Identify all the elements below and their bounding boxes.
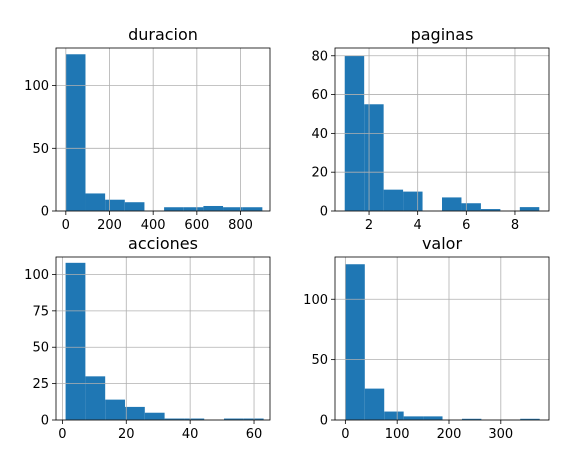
histogram-bar	[364, 104, 384, 211]
y-tick-label: 0	[320, 205, 328, 220]
histogram-bar	[423, 416, 443, 420]
histogram-bar	[461, 203, 481, 211]
x-tick-label: 20	[118, 427, 135, 442]
histogram-bar	[442, 197, 462, 211]
histogram-bar	[403, 191, 423, 211]
histogram-bar	[461, 418, 482, 420]
histogram-bar	[364, 388, 385, 420]
x-tick-label: 200	[97, 218, 122, 233]
histogram-bar	[480, 209, 501, 211]
histogram-bar	[184, 418, 205, 420]
histogram-bar	[520, 418, 540, 420]
x-tick-label: 6	[462, 218, 470, 233]
x-tick-label: 2	[365, 218, 373, 233]
histogram-bar	[105, 399, 125, 420]
x-tick-label: 100	[385, 427, 410, 442]
axes-frame	[55, 256, 271, 421]
x-tick-label: 0	[62, 218, 70, 233]
subplot-acciones: 0 20 40 60 0 25 50 75 100 acciones	[24, 234, 271, 442]
x-tick-label: 400	[141, 218, 166, 233]
histogram-bar	[403, 416, 424, 420]
histogram-bar	[383, 189, 404, 211]
subplot-title: paginas	[411, 25, 474, 44]
subplot-duracion: 0 200 400 600 800 0 50 100 duracion	[24, 25, 271, 233]
histogram-bar	[345, 264, 365, 420]
y-tick-label: 100	[24, 268, 49, 283]
y-tick-label: 60	[311, 88, 328, 103]
y-tick-label: 50	[311, 353, 328, 368]
subplot-title: duracion	[128, 25, 198, 44]
y-tick-label: 20	[311, 166, 328, 181]
y-tick-label: 100	[303, 293, 328, 308]
y-tick-label: 0	[41, 414, 49, 429]
y-tick-label: 25	[32, 377, 49, 392]
subplot-title: valor	[422, 234, 463, 253]
histogram-bar	[519, 207, 540, 211]
axes-frame	[334, 256, 550, 421]
x-tick-label: 0	[341, 427, 349, 442]
x-tick-label: 800	[228, 218, 253, 233]
histogram-bar	[224, 418, 244, 420]
histogram-bar	[124, 202, 145, 211]
y-tick-label: 100	[24, 79, 49, 94]
histogram-bar	[85, 193, 106, 211]
histogram-bar	[105, 199, 125, 211]
y-tick-label: 50	[32, 341, 49, 356]
histogram-bar	[384, 411, 404, 420]
x-tick-label: 0	[58, 427, 66, 442]
y-tick-label: 0	[320, 414, 328, 429]
histogram-bar	[203, 205, 224, 211]
x-tick-label: 4	[414, 218, 422, 233]
subplot-valor: 0 100 200 300 0 50 100 valor	[303, 234, 550, 442]
y-tick-label: 50	[32, 142, 49, 157]
histogram-bar	[183, 207, 204, 211]
histogram-bar	[65, 262, 86, 420]
x-tick-label: 200	[437, 427, 462, 442]
x-tick-label: 600	[184, 218, 209, 233]
axes-frame	[55, 47, 271, 212]
histogram-bar	[144, 412, 165, 420]
x-tick-label: 60	[246, 427, 263, 442]
histogram-bar	[242, 207, 263, 211]
histogram-bar	[164, 418, 185, 420]
y-tick-label: 75	[32, 304, 49, 319]
y-tick-label: 80	[311, 49, 328, 64]
x-tick-label: 300	[488, 427, 513, 442]
axes-frame	[334, 47, 550, 212]
histogram-bar	[85, 376, 106, 420]
histogram-bar	[164, 207, 184, 211]
y-tick-label: 0	[41, 205, 49, 220]
x-tick-label: 40	[182, 427, 199, 442]
histogram-bar	[223, 207, 243, 211]
subplot-title: acciones	[128, 234, 198, 253]
x-tick-label: 8	[511, 218, 519, 233]
y-tick-label: 40	[311, 127, 328, 142]
histogram-bar	[124, 406, 145, 420]
histogram-bar	[65, 54, 86, 212]
